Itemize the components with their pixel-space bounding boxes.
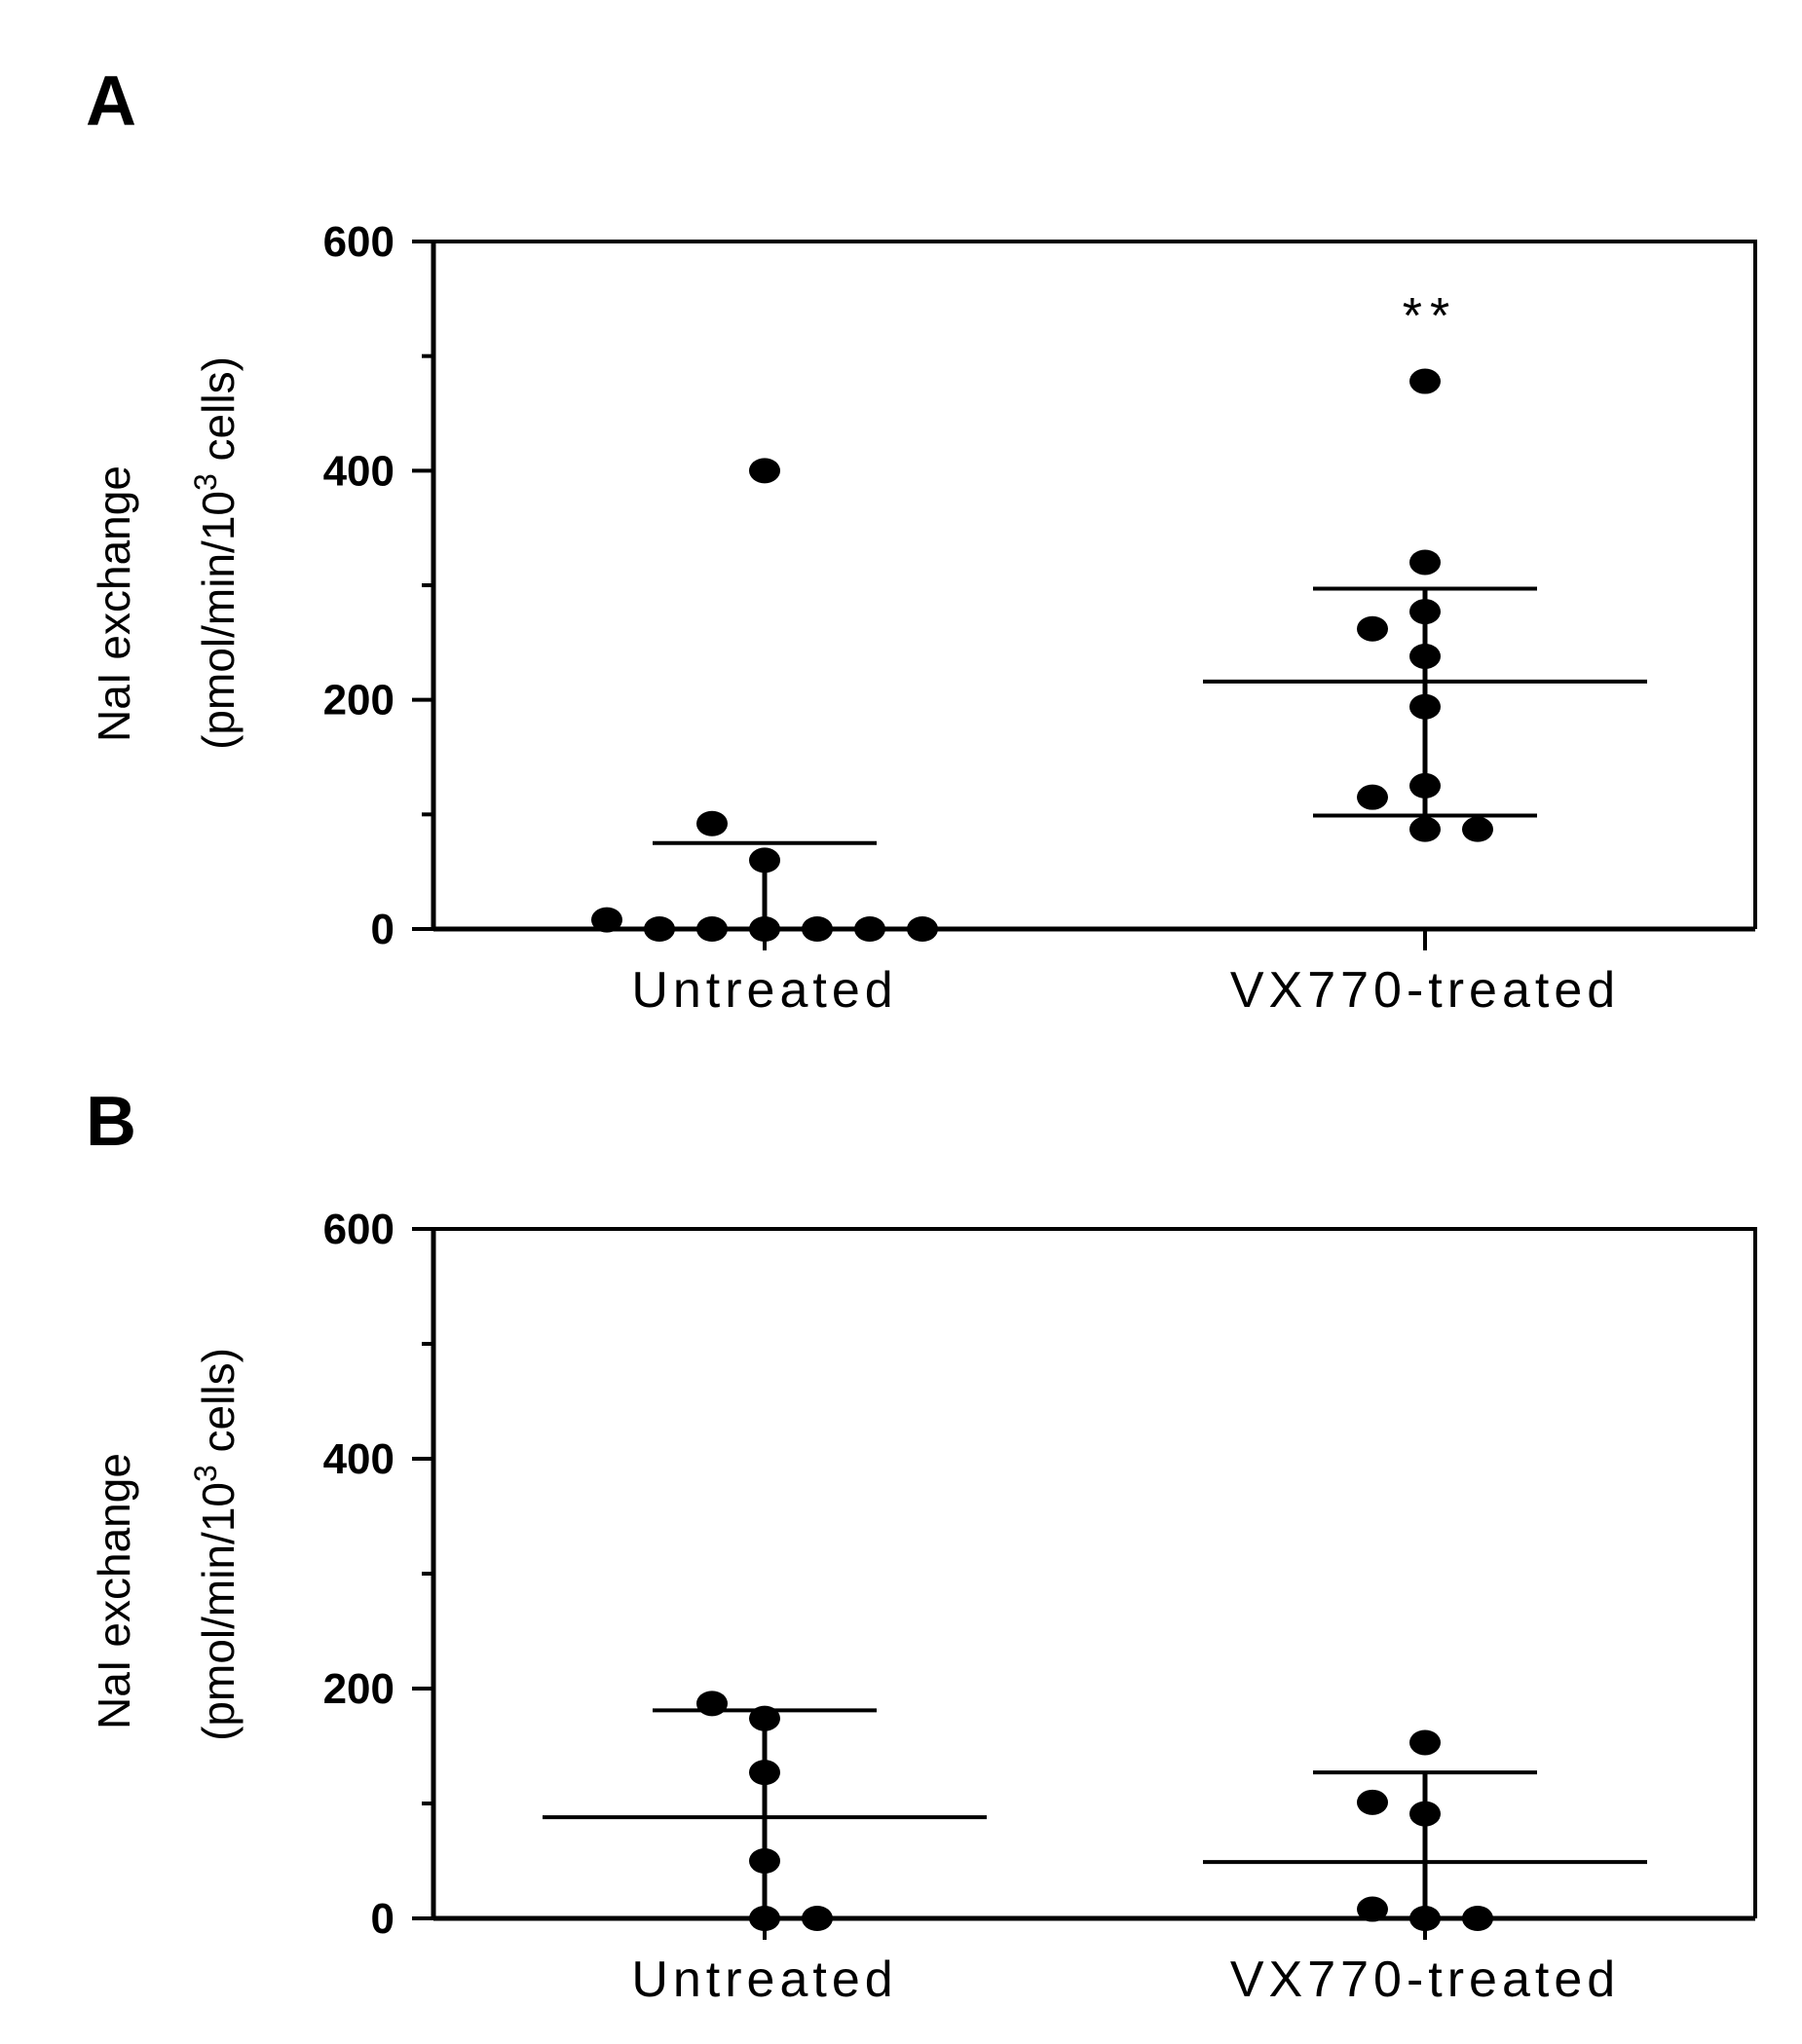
- panel-b-untreated-point-4: [749, 1906, 780, 1931]
- panel-b-ylabel: NaI exchange (pmol/min/103 cells): [89, 1348, 244, 1741]
- panel-b-ylabel-line1: NaI exchange: [89, 1453, 139, 1729]
- panel-a-ylabel-line1: NaI exchange: [89, 465, 139, 742]
- panel-a-ylabel-prefix: (pmol/min/10: [193, 491, 244, 750]
- panel-b-ylabel-prefix: (pmol/min/10: [193, 1482, 244, 1741]
- panel-b-category-vx770: VX770-treated: [1230, 1951, 1620, 2008]
- panel-a-ytick-label-400: 400: [323, 447, 394, 495]
- panel-a-ylabel-superscript: 3: [188, 473, 223, 491]
- panel-b-untreated-point-5: [802, 1906, 833, 1931]
- panel-a-untreated-point-8: [749, 847, 780, 873]
- panel-b-ylabel-suffix: cells): [193, 1348, 244, 1465]
- panel-b-letter: B: [86, 1083, 136, 1161]
- panel-b-ytick-label-400: 400: [323, 1435, 394, 1483]
- panel-b-ytick-label-0: 0: [371, 1895, 394, 1943]
- panel-a-untreated-point-6: [907, 916, 938, 942]
- panel-b-ytick-label-200: 200: [323, 1665, 394, 1713]
- panel-b-untreated-point-2: [749, 1760, 780, 1786]
- panel-a-vx770-point-1: [1409, 549, 1441, 576]
- panel-a-ytick-label-600: 600: [323, 218, 394, 266]
- panel-b-category-untreated: Untreated: [631, 1951, 897, 2008]
- panel-b-vx770-point-1: [1357, 1789, 1388, 1815]
- panel-a-vx770-point-7: [1357, 784, 1388, 810]
- panel-a-vx770-point-6: [1409, 772, 1441, 799]
- panel-a-vx770-point-4: [1409, 643, 1441, 669]
- panel-a-untreated-point-9: [749, 458, 780, 484]
- panel-a-untreated-point-4: [802, 916, 833, 942]
- panel-a-vx770-point-0: [1409, 368, 1441, 394]
- panel-a: A NaI exchange (pmol/min/103 cells) 0 20…: [86, 62, 1757, 1019]
- panel-b-vx770-point-5: [1462, 1906, 1493, 1931]
- panel-a-ylabel-suffix: cells): [193, 356, 244, 473]
- panel-b-vx770-point-3: [1357, 1896, 1388, 1922]
- panel-a-plot-frame: [433, 240, 1757, 929]
- panel-a-untreated-point-5: [854, 916, 885, 942]
- panel-b-ytick-label-600: 600: [323, 1206, 394, 1253]
- panel-b-vx770-point-0: [1409, 1729, 1441, 1756]
- panel-b-untreated-point-1: [749, 1705, 780, 1731]
- panel-b-ylabel-superscript: 3: [188, 1465, 223, 1482]
- panel-a-category-vx770: VX770-treated: [1230, 962, 1620, 1019]
- panel-a-untreated-point-1: [644, 916, 675, 942]
- panel-a-ylabel: NaI exchange (pmol/min/103 cells): [89, 356, 244, 750]
- panel-a-vx770-point-9: [1462, 816, 1493, 842]
- panel-a-ytick-label-0: 0: [371, 906, 394, 953]
- panel-b-vx770-point-2: [1409, 1801, 1441, 1827]
- panel-a-untreated-point-7: [696, 810, 728, 836]
- panel-b-y-ticks: 0 200 400 600: [323, 1206, 433, 1943]
- panel-a-untreated-point-2: [696, 916, 728, 942]
- panel-a-data-marks: [591, 368, 1647, 942]
- panel-b-plot-frame: [433, 1227, 1757, 1918]
- panel-a-significance-annotation: **: [1403, 288, 1457, 345]
- panel-b-data-marks: [543, 1691, 1647, 1931]
- panel-a-letter: A: [86, 62, 136, 140]
- panel-a-untreated-point-3: [749, 916, 780, 942]
- panel-a-ytick-label-200: 200: [323, 677, 394, 725]
- panel-a-vx770-point-5: [1409, 693, 1441, 720]
- panel-b-untreated-point-0: [696, 1691, 728, 1717]
- panel-a-category-untreated: Untreated: [631, 962, 897, 1019]
- panel-a-vx770-point-3: [1357, 615, 1388, 642]
- panel-b: B NaI exchange (pmol/min/103 cells) 0 20…: [86, 1083, 1757, 2008]
- panel-a-ylabel-line2: (pmol/min/103 cells): [188, 356, 244, 750]
- panel-a-vx770-point-2: [1409, 599, 1441, 625]
- panel-a-y-ticks: 0 200 400 600: [323, 218, 433, 953]
- panel-a-vx770-point-8: [1409, 816, 1441, 842]
- panel-b-vx770-point-4: [1409, 1906, 1441, 1931]
- panel-b-ylabel-line2: (pmol/min/103 cells): [188, 1348, 244, 1741]
- panel-a-untreated-point-0: [591, 907, 622, 933]
- panel-b-untreated-point-3: [749, 1848, 780, 1874]
